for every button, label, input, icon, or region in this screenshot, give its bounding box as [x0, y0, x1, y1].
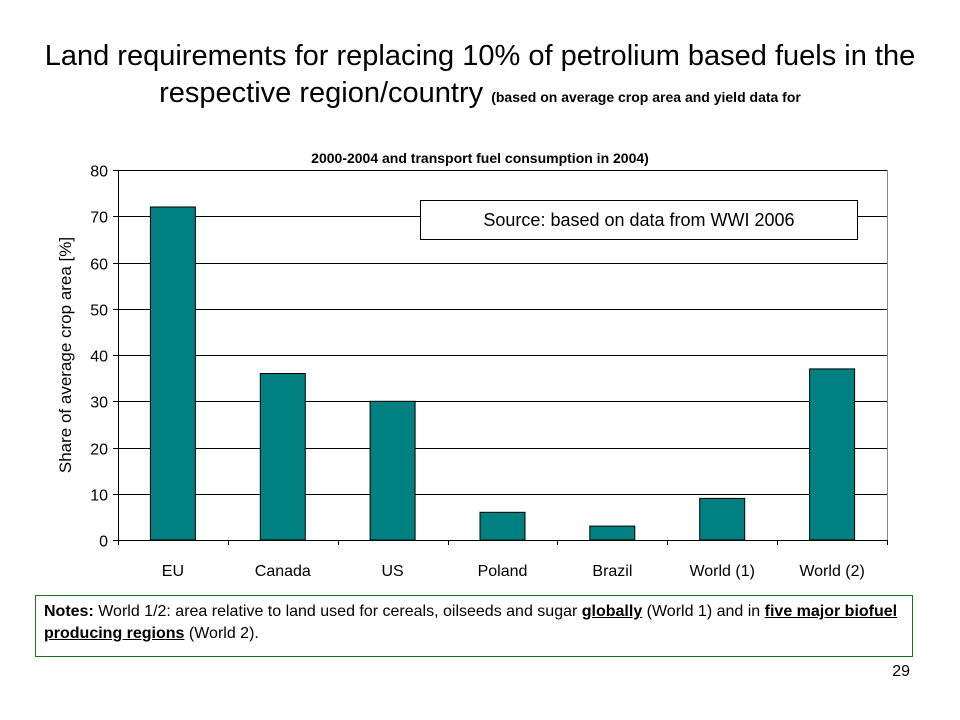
- x-tick-label: World (2): [799, 563, 865, 580]
- notes-label: Notes:: [44, 603, 94, 620]
- gridlines: [118, 170, 888, 540]
- bar-us: [369, 400, 416, 541]
- title-detail: (based on average crop area and yield da…: [491, 89, 801, 105]
- x-tick-label: Canada: [255, 563, 311, 580]
- notes-text-3: (World 2).: [184, 625, 259, 642]
- source-note: Source: based on data from WWI 2006: [420, 200, 858, 240]
- chart-subtitle: 2000-2004 and transport fuel consumption…: [311, 150, 649, 166]
- bar-canada: [259, 373, 306, 541]
- y-tick-label: 30: [90, 395, 108, 412]
- axes: [113, 170, 888, 545]
- y-tick-label: 80: [90, 164, 108, 181]
- page-number: 29: [892, 663, 910, 680]
- x-tick-label: World (1): [689, 563, 755, 580]
- y-tick-label: 10: [90, 488, 108, 505]
- notes-text-1: World 1/2: area relative to land used fo…: [93, 603, 582, 620]
- bar-world-2: [809, 368, 856, 541]
- notes-emphasis-globally: globally: [581, 603, 643, 620]
- notes-emphasis-regions: five major biofuel producing regions: [44, 603, 898, 642]
- y-axis-label: Share of average crop area [%]: [56, 237, 75, 473]
- y-tick-label: 60: [90, 257, 108, 274]
- tick-labels: 0 10 20 30 40 50 60 70 80 EU Canada US Poland Brazil W…: [56, 164, 865, 581]
- bar-brazil: [589, 525, 636, 541]
- bars: [149, 206, 856, 541]
- bar-world-1: [699, 497, 746, 541]
- title-main: Land requirements for replacing 10% of p…: [44, 40, 916, 109]
- y-tick-label: 70: [90, 210, 108, 227]
- slide-title: Land requirements for replacing 10% of p…: [20, 38, 940, 116]
- y-tick-label: 40: [90, 349, 108, 366]
- x-tick-label: US: [381, 563, 403, 580]
- bar-chart: 0 10 20 30 40 50 60 70 80 EU Canada US Poland Brazil W…: [56, 164, 888, 581]
- y-tick-label: 50: [90, 303, 108, 320]
- y-tick-label: 0: [99, 534, 108, 551]
- x-tick-label: Brazil: [592, 563, 632, 580]
- notes-text-2: (World 1) and in: [642, 603, 765, 620]
- bar-eu: [149, 206, 196, 541]
- notes-box: Notes: World 1/2: area relative to land …: [35, 595, 913, 657]
- x-tick-label: EU: [162, 563, 184, 580]
- bar-poland: [479, 511, 526, 541]
- x-tick-label: Poland: [478, 563, 528, 580]
- y-tick-label: 20: [90, 442, 108, 459]
